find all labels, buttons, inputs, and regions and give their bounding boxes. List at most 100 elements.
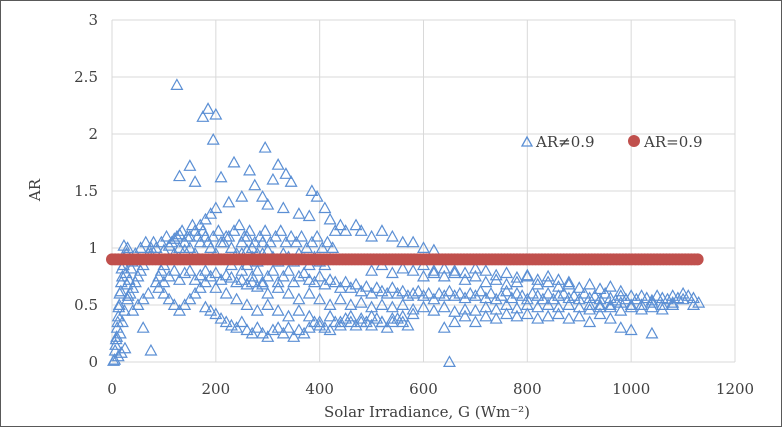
data-point-triangle (427, 266, 441, 279)
data-point-triangle (230, 292, 244, 305)
data-point-triangle (131, 298, 145, 310)
data-point-triangle (183, 159, 197, 171)
y-axis-title: AR (26, 178, 44, 202)
data-point-triangle (427, 303, 441, 316)
data-point-triangle (354, 224, 368, 236)
data-point-triangle (583, 277, 597, 290)
data-point-triangle (222, 229, 236, 242)
data-point-triangle (297, 266, 311, 279)
data-point-triangle (178, 298, 192, 310)
data-point-triangle (211, 224, 225, 236)
data-point-triangle (193, 235, 207, 248)
data-point-triangle (302, 321, 316, 333)
data-point-triangle (245, 269, 259, 282)
data-point-triangle (520, 307, 534, 320)
data-point-triangle (655, 298, 669, 310)
data-point-triangle (583, 302, 597, 315)
y-tick-label: 1.5 (74, 182, 98, 200)
data-point-triangle (385, 315, 399, 328)
data-point-triangle (655, 302, 669, 315)
data-point-triangle (411, 284, 425, 297)
data-point-triangle (206, 229, 220, 242)
legend-label-ar-not-0-9: AR≠0.9 (535, 133, 595, 151)
x-tick-label: 1200 (716, 380, 754, 398)
data-point-triangle (178, 266, 192, 279)
data-point-triangle (692, 295, 706, 308)
data-point-triangle (219, 315, 233, 328)
data-point-triangle (448, 264, 462, 276)
data-point-triangle (245, 275, 259, 288)
data-point-triangle (109, 332, 123, 345)
data-point-triangle (196, 110, 210, 122)
data-point-triangle (157, 286, 171, 299)
data-point-triangle (178, 235, 192, 248)
data-point-triangle (258, 224, 272, 236)
data-point-triangle (489, 268, 503, 281)
data-point-triangle (209, 107, 223, 120)
data-point-triangle (206, 132, 220, 145)
y-tick-label: 0.5 (74, 296, 98, 314)
data-point-triangle (619, 292, 633, 305)
data-point-triangle (162, 269, 176, 282)
data-point-triangle (256, 326, 270, 339)
data-point-triangle (240, 323, 254, 336)
data-point-triangle (396, 261, 410, 274)
data-point-triangle (479, 264, 493, 276)
grid (111, 19, 736, 363)
data-point-triangle (629, 292, 643, 305)
data-point-triangle (271, 275, 285, 288)
data-point-triangle (326, 241, 340, 253)
data-point-triangle (185, 218, 199, 231)
data-point-triangle (121, 292, 135, 305)
data-point-triangle (588, 289, 602, 301)
data-point-triangle (572, 292, 586, 305)
data-point-triangle (427, 292, 441, 305)
data-point-triangle (339, 275, 353, 288)
data-point-triangle (536, 292, 550, 305)
data-point-triangle (370, 311, 384, 324)
data-point-triangle (323, 309, 337, 322)
data-point-triangle (686, 291, 700, 304)
data-point-triangle (204, 241, 218, 253)
y-tick-label: 0 (88, 353, 98, 371)
data-point-triangle (274, 224, 288, 236)
data-point-triangle (577, 286, 591, 299)
data-point-triangle (500, 284, 514, 297)
data-point-triangle (310, 229, 324, 242)
data-point-triangle (349, 218, 363, 231)
data-point-triangle (458, 302, 472, 315)
data-point-triangle (614, 295, 628, 308)
data-point-triangle (416, 241, 431, 253)
data-point-triangle (318, 321, 332, 333)
data-point-triangle (500, 307, 514, 320)
data-point-triangle (416, 269, 431, 282)
data-point-triangle (134, 241, 148, 253)
data-point-triangle (256, 189, 270, 202)
data-point-triangle (237, 229, 251, 242)
data-point-triangle (313, 292, 327, 305)
data-point-triangle (645, 300, 659, 313)
data-point-triangle (385, 281, 399, 293)
data-point-triangle (287, 330, 301, 342)
data-point-triangle (437, 269, 451, 282)
data-point-triangle (281, 286, 296, 299)
data-point-triangle (359, 280, 373, 292)
data-point-triangle (230, 321, 244, 333)
data-point-triangle (603, 280, 617, 292)
data-point-triangle (365, 300, 379, 313)
data-point-triangle (248, 235, 262, 248)
data-point-triangle (126, 281, 140, 293)
data-point-triangle (292, 292, 306, 305)
data-point-triangle (339, 311, 353, 324)
data-point-triangle (113, 286, 127, 299)
data-point-triangle (313, 318, 327, 331)
data-point-triangle (333, 218, 347, 231)
data-point-triangle (593, 307, 607, 320)
data-point-triangle (344, 298, 358, 310)
data-point-triangle (572, 300, 586, 313)
data-point-triangle (214, 311, 228, 324)
data-point-triangle (510, 286, 524, 299)
data-point-triangle (224, 270, 238, 283)
data-point-triangle (640, 291, 654, 304)
